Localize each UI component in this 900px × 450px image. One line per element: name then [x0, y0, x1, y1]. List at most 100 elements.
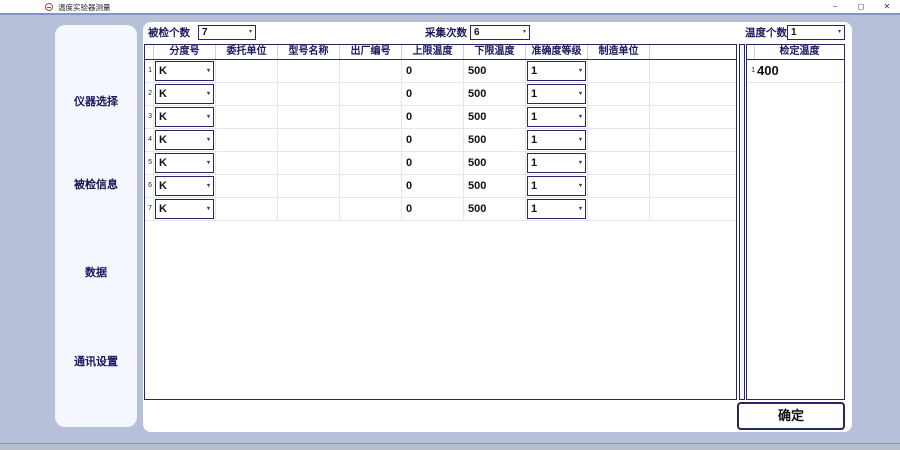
client-cell[interactable] — [216, 175, 278, 198]
chevron-down-icon: ▾ — [578, 136, 582, 143]
model-cell[interactable] — [278, 83, 340, 106]
upper-temp-cell[interactable]: 0 — [402, 175, 464, 198]
temp-row: 1 400 — [747, 60, 844, 83]
col-upper-temp: 上限温度 — [402, 45, 464, 59]
verification-temp-title: 检定温度 — [779, 46, 820, 57]
collect-times-label: 采集次数 — [425, 27, 467, 39]
graduation-select[interactable]: K ▾ — [155, 61, 214, 81]
row-number: 5 — [145, 152, 154, 175]
accuracy-select[interactable]: 1 ▾ — [527, 153, 586, 173]
maximize-button[interactable]: ◻ — [857, 2, 865, 11]
sidebar-item-data[interactable]: 数据 — [85, 267, 107, 279]
model-cell[interactable] — [278, 198, 340, 221]
graduation-select[interactable]: K ▾ — [155, 107, 214, 127]
row-number: 1 — [145, 60, 154, 83]
minimize-button[interactable]: − — [832, 2, 838, 11]
collect-times-select[interactable]: 6 ▾ — [470, 25, 530, 40]
window-bottom-edge — [0, 443, 900, 450]
serial-cell[interactable] — [340, 152, 402, 175]
sidebar-item-instrument-select[interactable]: 仪器选择 — [74, 96, 118, 108]
manufacturer-cell[interactable] — [588, 60, 650, 83]
confirm-button[interactable]: 确定 — [737, 402, 845, 430]
model-cell[interactable] — [278, 60, 340, 83]
manufacturer-cell[interactable] — [588, 83, 650, 106]
lower-temp-cell[interactable]: 500 — [464, 129, 526, 152]
app-icon — [45, 3, 53, 11]
serial-cell[interactable] — [340, 129, 402, 152]
graduation-select[interactable]: K ▾ — [155, 153, 214, 173]
temp-count-select[interactable]: 1 ▾ — [787, 25, 845, 40]
upper-temp-cell[interactable]: 0 — [402, 83, 464, 106]
chevron-down-icon: ▾ — [248, 29, 252, 35]
serial-cell[interactable] — [340, 83, 402, 106]
upper-temp-cell[interactable]: 0 — [402, 129, 464, 152]
manufacturer-cell[interactable] — [588, 175, 650, 198]
model-cell[interactable] — [278, 175, 340, 198]
upper-temp-cell[interactable]: 0 — [402, 198, 464, 221]
lower-temp-cell[interactable]: 500 — [464, 83, 526, 106]
temp-count-value: 1 — [791, 27, 797, 38]
serial-cell[interactable] — [340, 60, 402, 83]
graduation-select[interactable]: K ▾ — [155, 130, 214, 150]
table-scrollbar[interactable] — [739, 44, 745, 400]
col-manufacturer: 制造单位 — [588, 45, 650, 59]
lower-temp-cell[interactable]: 500 — [464, 198, 526, 221]
col-lower-temp: 下限温度 — [464, 45, 526, 59]
client-cell[interactable] — [216, 60, 278, 83]
chevron-down-icon: ▾ — [206, 205, 210, 212]
chevron-down-icon: ▾ — [206, 113, 210, 120]
accuracy-select[interactable]: 1 ▾ — [527, 84, 586, 104]
manufacturer-cell[interactable] — [588, 129, 650, 152]
serial-cell[interactable] — [340, 106, 402, 129]
chevron-down-icon: ▾ — [206, 136, 210, 143]
accuracy-select[interactable]: 1 ▾ — [527, 61, 586, 81]
graduation-select[interactable]: K ▾ — [155, 176, 214, 196]
verification-temp-cell[interactable]: 400 — [757, 63, 779, 78]
upper-temp-cell[interactable]: 0 — [402, 152, 464, 175]
row-number: 7 — [145, 198, 154, 221]
chevron-down-icon: ▾ — [578, 90, 582, 97]
client-cell[interactable] — [216, 129, 278, 152]
accuracy-select[interactable]: 1 ▾ — [527, 176, 586, 196]
model-cell[interactable] — [278, 152, 340, 175]
client-cell[interactable] — [216, 152, 278, 175]
lower-temp-cell[interactable]: 500 — [464, 152, 526, 175]
serial-cell[interactable] — [340, 175, 402, 198]
checked-count-value: 7 — [202, 27, 208, 38]
collect-times-value: 6 — [474, 27, 480, 38]
manufacturer-cell[interactable] — [588, 198, 650, 221]
row-number: 4 — [145, 129, 154, 152]
chevron-down-icon: ▾ — [522, 29, 526, 35]
chevron-down-icon: ▾ — [578, 113, 582, 120]
serial-cell[interactable] — [340, 198, 402, 221]
table-row: 7 K ▾ 0 500 1 ▾ — [145, 198, 736, 221]
sidebar-item-comm-settings[interactable]: 通讯设置 — [74, 356, 118, 368]
manufacturer-cell[interactable] — [588, 106, 650, 129]
model-cell[interactable] — [278, 106, 340, 129]
model-cell[interactable] — [278, 129, 340, 152]
lower-temp-cell[interactable]: 500 — [464, 60, 526, 83]
close-button[interactable]: ✕ — [883, 2, 891, 11]
accuracy-select[interactable]: 1 ▾ — [527, 130, 586, 150]
client-cell[interactable] — [216, 198, 278, 221]
graduation-select[interactable]: K ▾ — [155, 199, 214, 219]
lower-temp-cell[interactable]: 500 — [464, 106, 526, 129]
client-cell[interactable] — [216, 106, 278, 129]
upper-temp-cell[interactable]: 0 — [402, 60, 464, 83]
client-cell[interactable] — [216, 83, 278, 106]
row-number: 3 — [145, 106, 154, 129]
chevron-down-icon: ▾ — [578, 182, 582, 189]
upper-temp-cell[interactable]: 0 — [402, 106, 464, 129]
sidebar-item-checked-info[interactable]: 被检信息 — [74, 179, 118, 191]
graduation-select[interactable]: K ▾ — [155, 84, 214, 104]
sidebar: 仪器选择 被检信息 数据 通讯设置 — [55, 25, 137, 427]
table-row: 5 K ▾ 0 500 1 ▾ — [145, 152, 736, 175]
lower-temp-cell[interactable]: 500 — [464, 175, 526, 198]
manufacturer-cell[interactable] — [588, 152, 650, 175]
checked-count-select[interactable]: 7 ▾ — [198, 25, 256, 40]
table-row: 2 K ▾ 0 500 1 ▾ — [145, 83, 736, 106]
accuracy-select[interactable]: 1 ▾ — [527, 107, 586, 127]
row-number: 1 — [751, 67, 755, 74]
accuracy-select[interactable]: 1 ▾ — [527, 199, 586, 219]
